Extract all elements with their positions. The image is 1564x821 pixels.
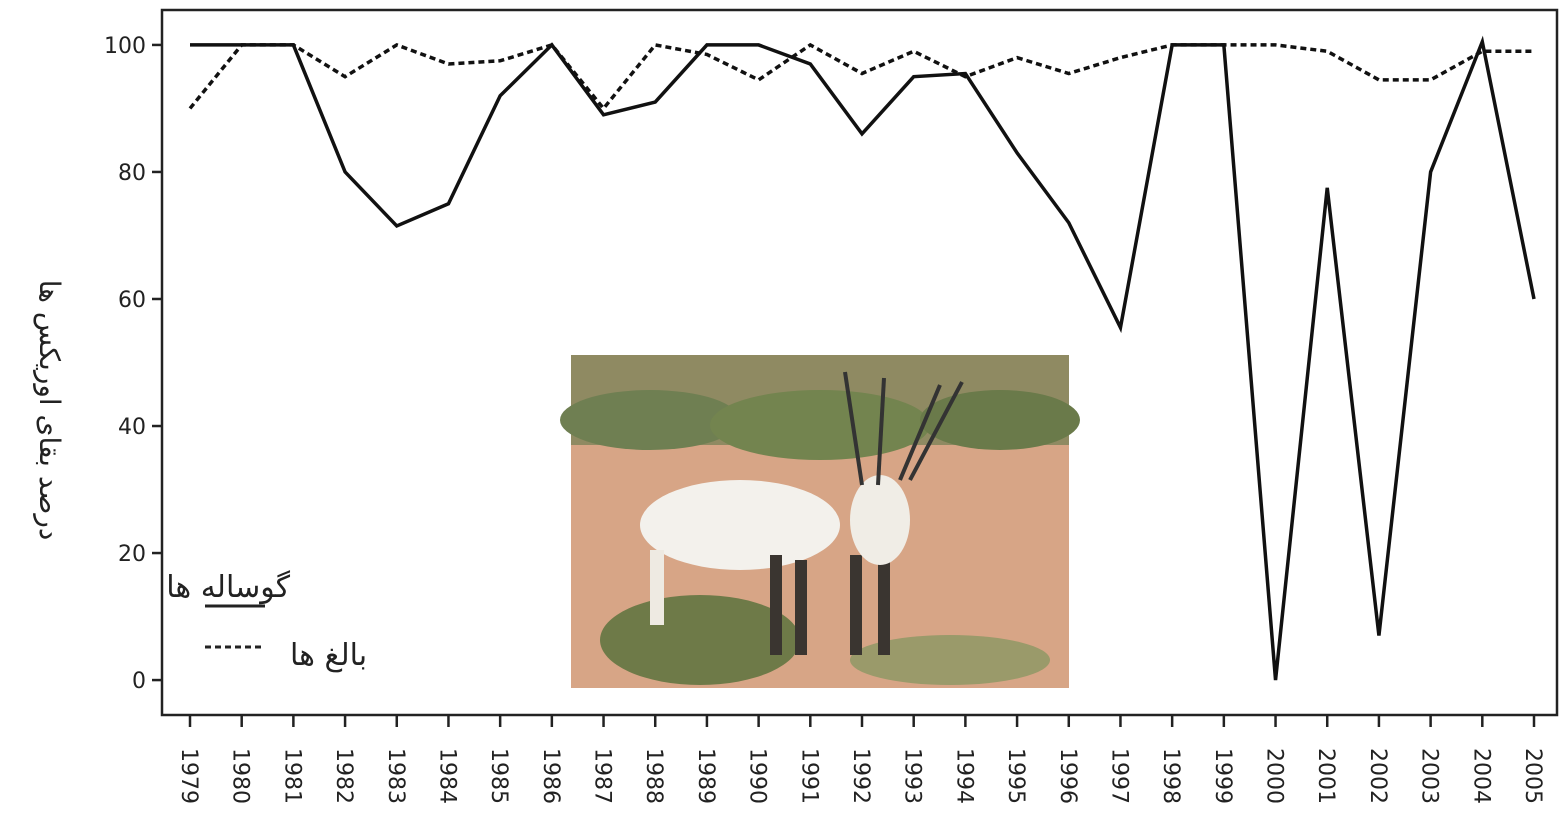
x-tick-label: 1982 (331, 748, 356, 804)
x-tick-label: 1993 (900, 748, 925, 804)
y-axis-label: درصد بقای اوریکس ها (33, 280, 66, 541)
photo (560, 355, 1080, 688)
x-tick-label: 1991 (796, 748, 821, 804)
x-tick-label: 1981 (279, 748, 304, 804)
x-tick-label: 1988 (641, 748, 666, 804)
y-tick-label: 60 (118, 288, 146, 313)
y-tick-label: 100 (104, 34, 146, 59)
x-tick-label: 1994 (951, 748, 976, 804)
x-tick-label: 1979 (176, 748, 201, 804)
chart: درصد بقای اوریکس ها گوساله ها بالغ ها 0 2… (0, 0, 1564, 817)
legend-label: گوساله ها (166, 570, 290, 605)
y-tick-label: 20 (118, 542, 146, 567)
y-tick-label: 0 (132, 669, 146, 694)
x-tick-label: 2000 (1262, 748, 1287, 804)
x-tick-label: 1989 (693, 748, 718, 804)
x-tick-label: 1998 (1158, 748, 1183, 804)
x-tick-label: 2004 (1468, 748, 1493, 804)
page: {"chart_data": {"type": "line", "y_label… (0, 0, 1564, 821)
legend-label: بالغ ها (290, 638, 367, 673)
x-tick-label: 1990 (745, 748, 770, 804)
x-tick-label: 2005 (1520, 748, 1545, 804)
x-tick-label: 1997 (1106, 748, 1131, 804)
x-tick-label: 2002 (1365, 748, 1390, 804)
x-tick-label: 1995 (1003, 748, 1028, 804)
x-tick-label: 2001 (1313, 748, 1338, 804)
x-tick-label: 1984 (434, 748, 459, 804)
series-line (190, 45, 1534, 109)
x-tick-label: 1985 (486, 748, 511, 804)
x-tick-label: 1987 (590, 748, 615, 804)
x-tick-label: 1996 (1055, 748, 1080, 804)
x-tick-label: 1983 (383, 748, 408, 804)
x-tick-label: 1980 (228, 748, 253, 804)
y-tick-label: 80 (118, 161, 146, 186)
x-tick-label: 1999 (1210, 748, 1235, 804)
y-tick-label: 40 (118, 415, 146, 440)
x-tick-label: 2003 (1417, 748, 1442, 804)
x-tick-label: 1986 (538, 748, 563, 804)
x-tick-label: 1992 (848, 748, 873, 804)
